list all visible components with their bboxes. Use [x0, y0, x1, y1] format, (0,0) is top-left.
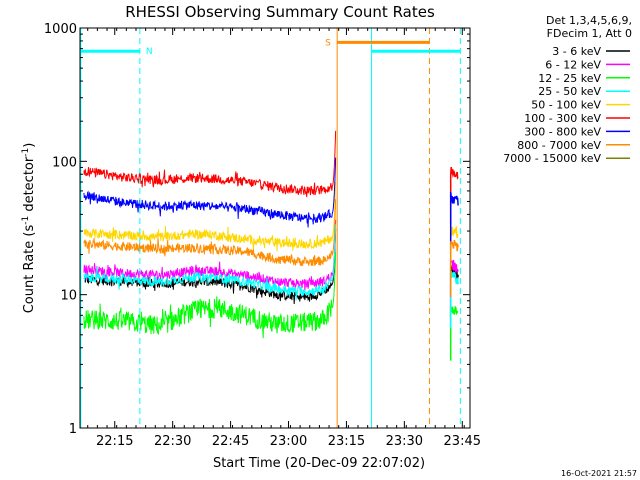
- series-12-25-kev-line-late: [449, 305, 459, 361]
- y-label-part-3: ): [22, 143, 37, 148]
- x-tick-label-23-15: 23:15: [328, 434, 365, 449]
- legend-label-3-6-kev: 3 - 6 keV: [552, 45, 601, 58]
- plot-frame: [79, 27, 471, 429]
- x-tick-label-22-15: 22:15: [96, 434, 133, 449]
- series-300-800-kev-line-late: [449, 191, 459, 251]
- series-6-12-kev-line: [83, 219, 337, 292]
- y-label-part-1: Count Rate (s: [22, 225, 37, 314]
- x-tick-label-23-45: 23:45: [444, 434, 481, 449]
- flag-n-label: N: [146, 47, 153, 57]
- series-300-800-kev-line: [83, 157, 337, 228]
- series-800-7000-kev-line: [83, 199, 337, 267]
- y-label-sup-2: -1: [21, 148, 31, 157]
- legend-label-800-7000-kev: 800 - 7000 keV: [517, 139, 601, 152]
- y-tick-label-1: 1: [69, 422, 77, 437]
- y-label-sup-1: -1: [21, 216, 31, 225]
- series-25-50-kev-line: [83, 224, 337, 301]
- y-tick-label-1000: 1000: [44, 22, 77, 37]
- legend: Det 1,3,4,5,6,9, FDecim 1, Att 0 3 - 6 k…: [503, 14, 632, 165]
- x-tick-label-23-30: 23:30: [386, 434, 423, 449]
- legend-label-7000-15000-kev: 7000 - 15000 keV: [503, 152, 601, 165]
- observing-flags: NS: [80, 28, 461, 428]
- series-50-100-kev-line: [83, 181, 337, 252]
- legend-label-50-100-kev: 50 - 100 keV: [531, 99, 601, 112]
- y-axis-label: Count Rate (s-1 detector-1): [21, 143, 37, 314]
- series-6-12-kev-line-late: [449, 259, 459, 317]
- x-axis-label: Start Time (20-Dec-09 22:07:02): [213, 456, 425, 471]
- legend-label-6-12-kev: 6 - 12 keV: [545, 58, 601, 71]
- legend-label-25-50-kev: 25 - 50 keV: [538, 85, 601, 98]
- legend-label-300-800-kev: 300 - 800 keV: [524, 125, 601, 138]
- x-tick-label-23-00: 23:00: [270, 434, 307, 449]
- legend-header-1: Det 1,3,4,5,6,9,: [546, 14, 632, 27]
- x-tick-label-22-45: 22:45: [212, 434, 249, 449]
- flag-s-label: S: [325, 38, 331, 48]
- y-tick-label-100: 100: [52, 155, 77, 170]
- generated-timestamp: 16-Oct-2021 21:57: [561, 469, 637, 478]
- chart-title: RHESSI Observing Summary Count Rates: [125, 3, 435, 21]
- x-axis: 22:15 22:30 22:45 23:00 23:15 23:30 23:45: [87, 28, 481, 449]
- y-axis: 1 10 100 1000: [44, 22, 470, 437]
- series-800-7000-kev-line-late: [449, 239, 459, 297]
- legend-label-12-25-kev: 12 - 25 keV: [538, 72, 601, 85]
- y-tick-label-10: 10: [60, 289, 77, 304]
- legend-label-100-300-kev: 100 - 300 keV: [524, 112, 601, 125]
- x-tick-label-22-30: 22:30: [154, 434, 191, 449]
- y-label-part-2: detector: [22, 156, 37, 216]
- series-100-300-kev-line: [83, 130, 337, 198]
- series-50-100-kev-line-late: [449, 225, 459, 285]
- series-100-300-kev-line-late: [449, 167, 459, 224]
- series-25-50-kev-line-late: [449, 271, 459, 329]
- legend-header-2: FDecim 1, Att 0: [547, 27, 632, 40]
- series-curves: [83, 130, 459, 361]
- series-12-25-kev-line: [83, 252, 337, 339]
